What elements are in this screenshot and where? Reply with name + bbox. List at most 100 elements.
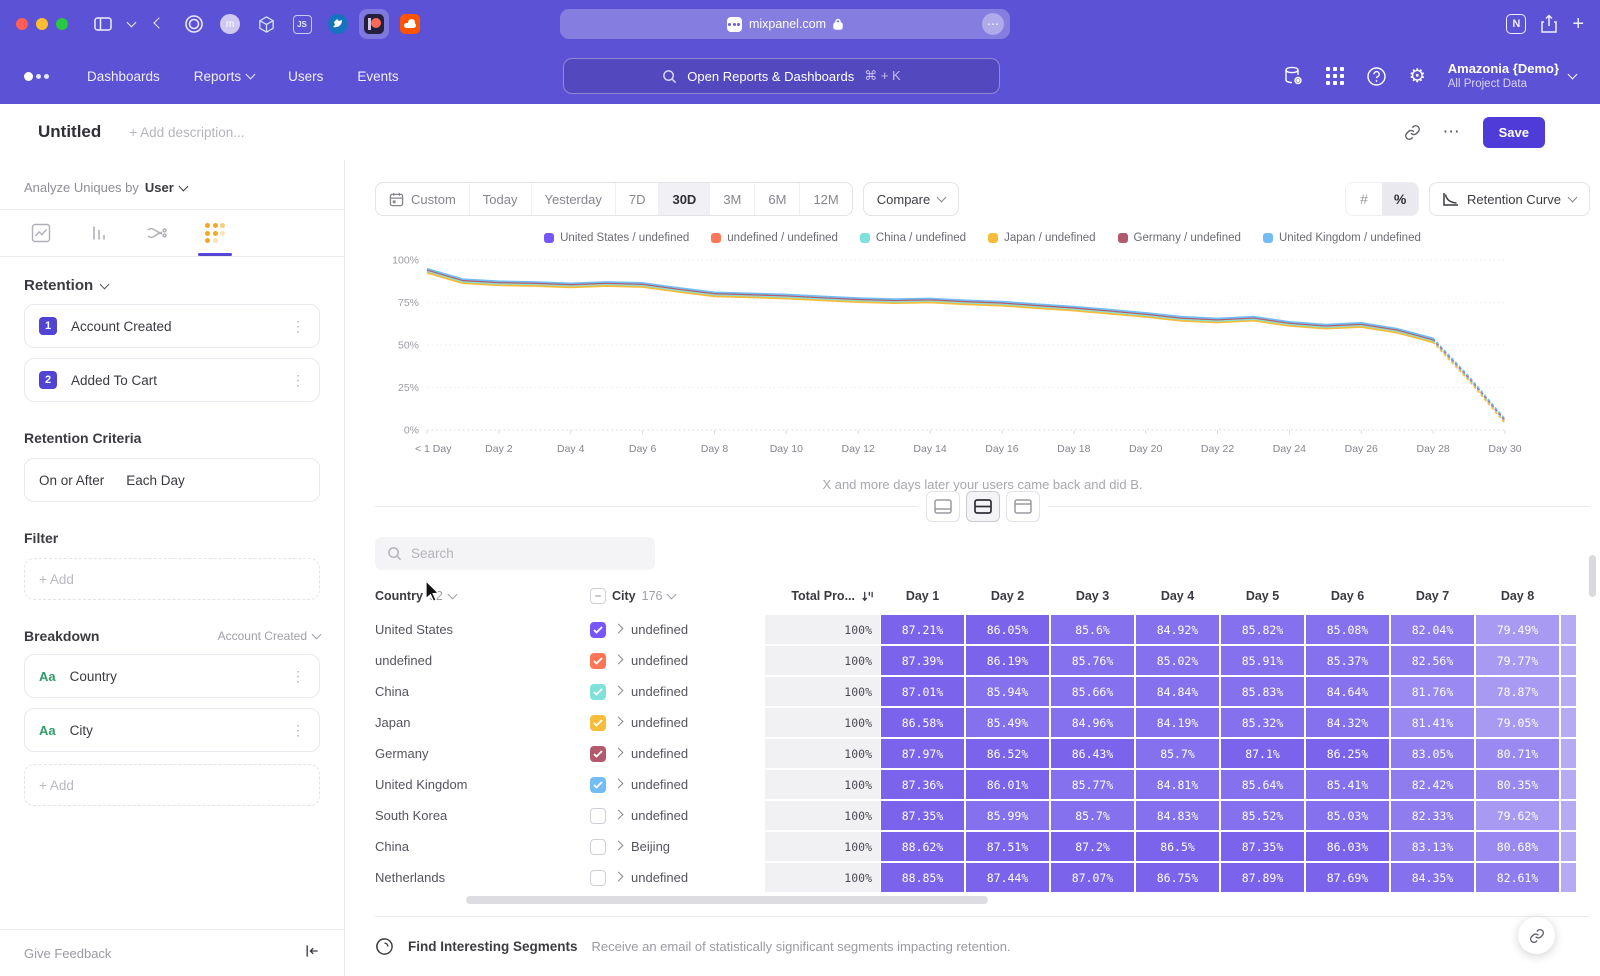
range-7d[interactable]: 7D bbox=[615, 183, 659, 215]
range-30d[interactable]: 30D bbox=[658, 183, 709, 215]
range-yesterday[interactable]: Yesterday bbox=[531, 183, 615, 215]
save-button[interactable]: Save bbox=[1483, 117, 1545, 148]
add-breakdown-button[interactable]: + Add bbox=[24, 764, 320, 806]
address-bar[interactable]: mixpanel.com ⋯ bbox=[560, 9, 1010, 39]
retention-cell[interactable]: 87.2% bbox=[1051, 832, 1134, 861]
table-row[interactable]: United Kingdom undefined 100%87.36%86.01… bbox=[375, 769, 1590, 800]
retention-cell[interactable]: 86.01% bbox=[966, 770, 1049, 799]
retention-cell[interactable]: 80.35% bbox=[1476, 770, 1559, 799]
row-checkbox-checked[interactable] bbox=[590, 622, 606, 638]
step-menu-icon[interactable]: ⋮ bbox=[291, 318, 305, 335]
m-avatar-icon[interactable]: m bbox=[215, 9, 245, 39]
column-header-country[interactable]: Country52 bbox=[375, 589, 590, 603]
row-checkbox-unchecked[interactable] bbox=[590, 808, 606, 824]
expand-row-icon[interactable] bbox=[614, 840, 624, 850]
retention-cell[interactable]: 86.58% bbox=[881, 708, 964, 737]
retention-cell[interactable]: 80.71% bbox=[1476, 739, 1559, 768]
breakdown-item-country[interactable]: Aa Country ⋮ bbox=[24, 654, 320, 698]
criteria-granularity[interactable]: Each Day bbox=[126, 473, 185, 488]
tab-insights[interactable] bbox=[24, 210, 58, 256]
new-tab-icon[interactable]: + bbox=[1572, 14, 1584, 34]
back-icon[interactable] bbox=[146, 11, 172, 37]
retention-cell[interactable]: 79.77% bbox=[1476, 646, 1559, 675]
retention-cell[interactable]: 85.94% bbox=[966, 677, 1049, 706]
compare-button[interactable]: Compare bbox=[863, 182, 959, 216]
table-row[interactable]: Japan undefined 100%86.58%85.49%84.96%84… bbox=[375, 707, 1590, 738]
soundcloud-icon[interactable] bbox=[395, 9, 425, 39]
table-row[interactable]: Germany undefined 100%87.97%86.52%86.43%… bbox=[375, 738, 1590, 769]
retention-cell[interactable]: 80.68% bbox=[1476, 832, 1559, 861]
project-switcher[interactable]: Amazonia {Demo} All Project Data bbox=[1448, 61, 1576, 92]
retention-cell[interactable]: 85.49% bbox=[966, 708, 1049, 737]
expand-row-icon[interactable] bbox=[614, 685, 624, 695]
legend-item[interactable]: undefined / undefined bbox=[711, 232, 838, 244]
page-options-icon[interactable]: ⋯ bbox=[982, 13, 1004, 35]
legend-item[interactable]: China / undefined bbox=[860, 232, 966, 244]
retention-cell[interactable]: 86.5% bbox=[1136, 832, 1219, 861]
js-icon[interactable]: JS bbox=[287, 9, 317, 39]
legend-item[interactable]: Japan / undefined bbox=[988, 232, 1095, 244]
absolute-numbers-toggle[interactable]: # bbox=[1346, 183, 1382, 215]
window-controls[interactable] bbox=[16, 18, 68, 30]
range-3m[interactable]: 3M bbox=[709, 183, 754, 215]
report-title[interactable]: Untitled bbox=[38, 122, 101, 142]
help-icon[interactable] bbox=[1366, 66, 1387, 87]
nav-users[interactable]: Users bbox=[288, 69, 323, 84]
gear-icon[interactable]: ⚙ bbox=[1409, 67, 1426, 86]
give-feedback-link[interactable]: Give Feedback bbox=[24, 946, 111, 961]
add-description[interactable]: + Add description... bbox=[129, 125, 244, 140]
minimize-window-button[interactable] bbox=[36, 18, 48, 30]
retention-cell[interactable]: 87.39% bbox=[881, 646, 964, 675]
range-12m[interactable]: 12M bbox=[799, 183, 851, 215]
retention-cell[interactable]: 85.08% bbox=[1306, 615, 1389, 644]
breakdown-item-city[interactable]: Aa City ⋮ bbox=[24, 708, 320, 752]
patreon-icon[interactable] bbox=[359, 9, 389, 39]
retention-cell[interactable]: 85.76% bbox=[1051, 646, 1134, 675]
table-only-view-icon[interactable] bbox=[1006, 491, 1040, 522]
retention-cell[interactable]: 84.81% bbox=[1136, 770, 1219, 799]
retention-cell[interactable]: 87.36% bbox=[881, 770, 964, 799]
row-checkbox-checked[interactable] bbox=[590, 684, 606, 700]
analyze-uniques-by[interactable]: Analyze Uniques by User bbox=[24, 170, 320, 209]
vertical-scrollbar[interactable] bbox=[1589, 555, 1596, 597]
share-link-floating-button[interactable] bbox=[1518, 917, 1555, 954]
retention-cell[interactable]: 88.62% bbox=[881, 832, 964, 861]
share-icon[interactable] bbox=[1540, 14, 1558, 34]
retention-cell[interactable]: 85.52% bbox=[1221, 801, 1304, 830]
chart-type-selector[interactable]: Retention Curve bbox=[1429, 182, 1590, 216]
retention-cell[interactable]: 86.25% bbox=[1306, 739, 1389, 768]
retention-cell[interactable]: 85.99% bbox=[966, 801, 1049, 830]
breakdown-menu-icon[interactable]: ⋮ bbox=[291, 668, 305, 685]
range-6m[interactable]: 6M bbox=[754, 183, 799, 215]
retention-cell[interactable]: 85.66% bbox=[1051, 677, 1134, 706]
breakdown-menu-icon[interactable]: ⋮ bbox=[291, 722, 305, 739]
table-row[interactable]: South Korea undefined 100%87.35%85.99%85… bbox=[375, 800, 1590, 831]
mixpanel-logo-icon[interactable] bbox=[24, 72, 49, 81]
retention-cell[interactable]: 81.76% bbox=[1391, 677, 1474, 706]
column-header-day-8[interactable]: Day 8 bbox=[1475, 589, 1560, 603]
retention-cell[interactable]: 86.52% bbox=[966, 739, 1049, 768]
retention-cell[interactable]: 82.42% bbox=[1391, 770, 1474, 799]
retention-cell[interactable]: 82.56% bbox=[1391, 646, 1474, 675]
table-search-input[interactable]: Search bbox=[375, 537, 655, 570]
more-options-icon[interactable]: ⋯ bbox=[1443, 122, 1461, 142]
retention-cell[interactable]: 78.87% bbox=[1476, 677, 1559, 706]
retention-cell[interactable]: 82.61% bbox=[1476, 863, 1559, 892]
retention-cell[interactable]: 85.37% bbox=[1306, 646, 1389, 675]
select-all-checkbox[interactable]: – bbox=[590, 588, 606, 604]
retention-section-header[interactable]: Retention bbox=[24, 277, 320, 294]
column-header-day-4[interactable]: Day 4 bbox=[1135, 589, 1220, 603]
retention-cell[interactable]: 86.03% bbox=[1306, 832, 1389, 861]
retention-criteria-card[interactable]: On or After Each Day bbox=[24, 458, 320, 502]
row-checkbox-checked[interactable] bbox=[590, 653, 606, 669]
row-checkbox-unchecked[interactable] bbox=[590, 870, 606, 886]
column-header-day-3[interactable]: Day 3 bbox=[1050, 589, 1135, 603]
retention-cell[interactable]: 85.91% bbox=[1221, 646, 1304, 675]
global-search-input[interactable]: Open Reports & Dashboards ⌘ + K bbox=[563, 58, 1000, 94]
close-window-button[interactable] bbox=[16, 18, 28, 30]
bird-icon[interactable] bbox=[323, 9, 353, 39]
column-header-day-2[interactable]: Day 2 bbox=[965, 589, 1050, 603]
copy-link-icon[interactable] bbox=[1404, 124, 1421, 141]
column-header-day-7[interactable]: Day 7 bbox=[1390, 589, 1475, 603]
retention-cell[interactable]: 88.85% bbox=[881, 863, 964, 892]
